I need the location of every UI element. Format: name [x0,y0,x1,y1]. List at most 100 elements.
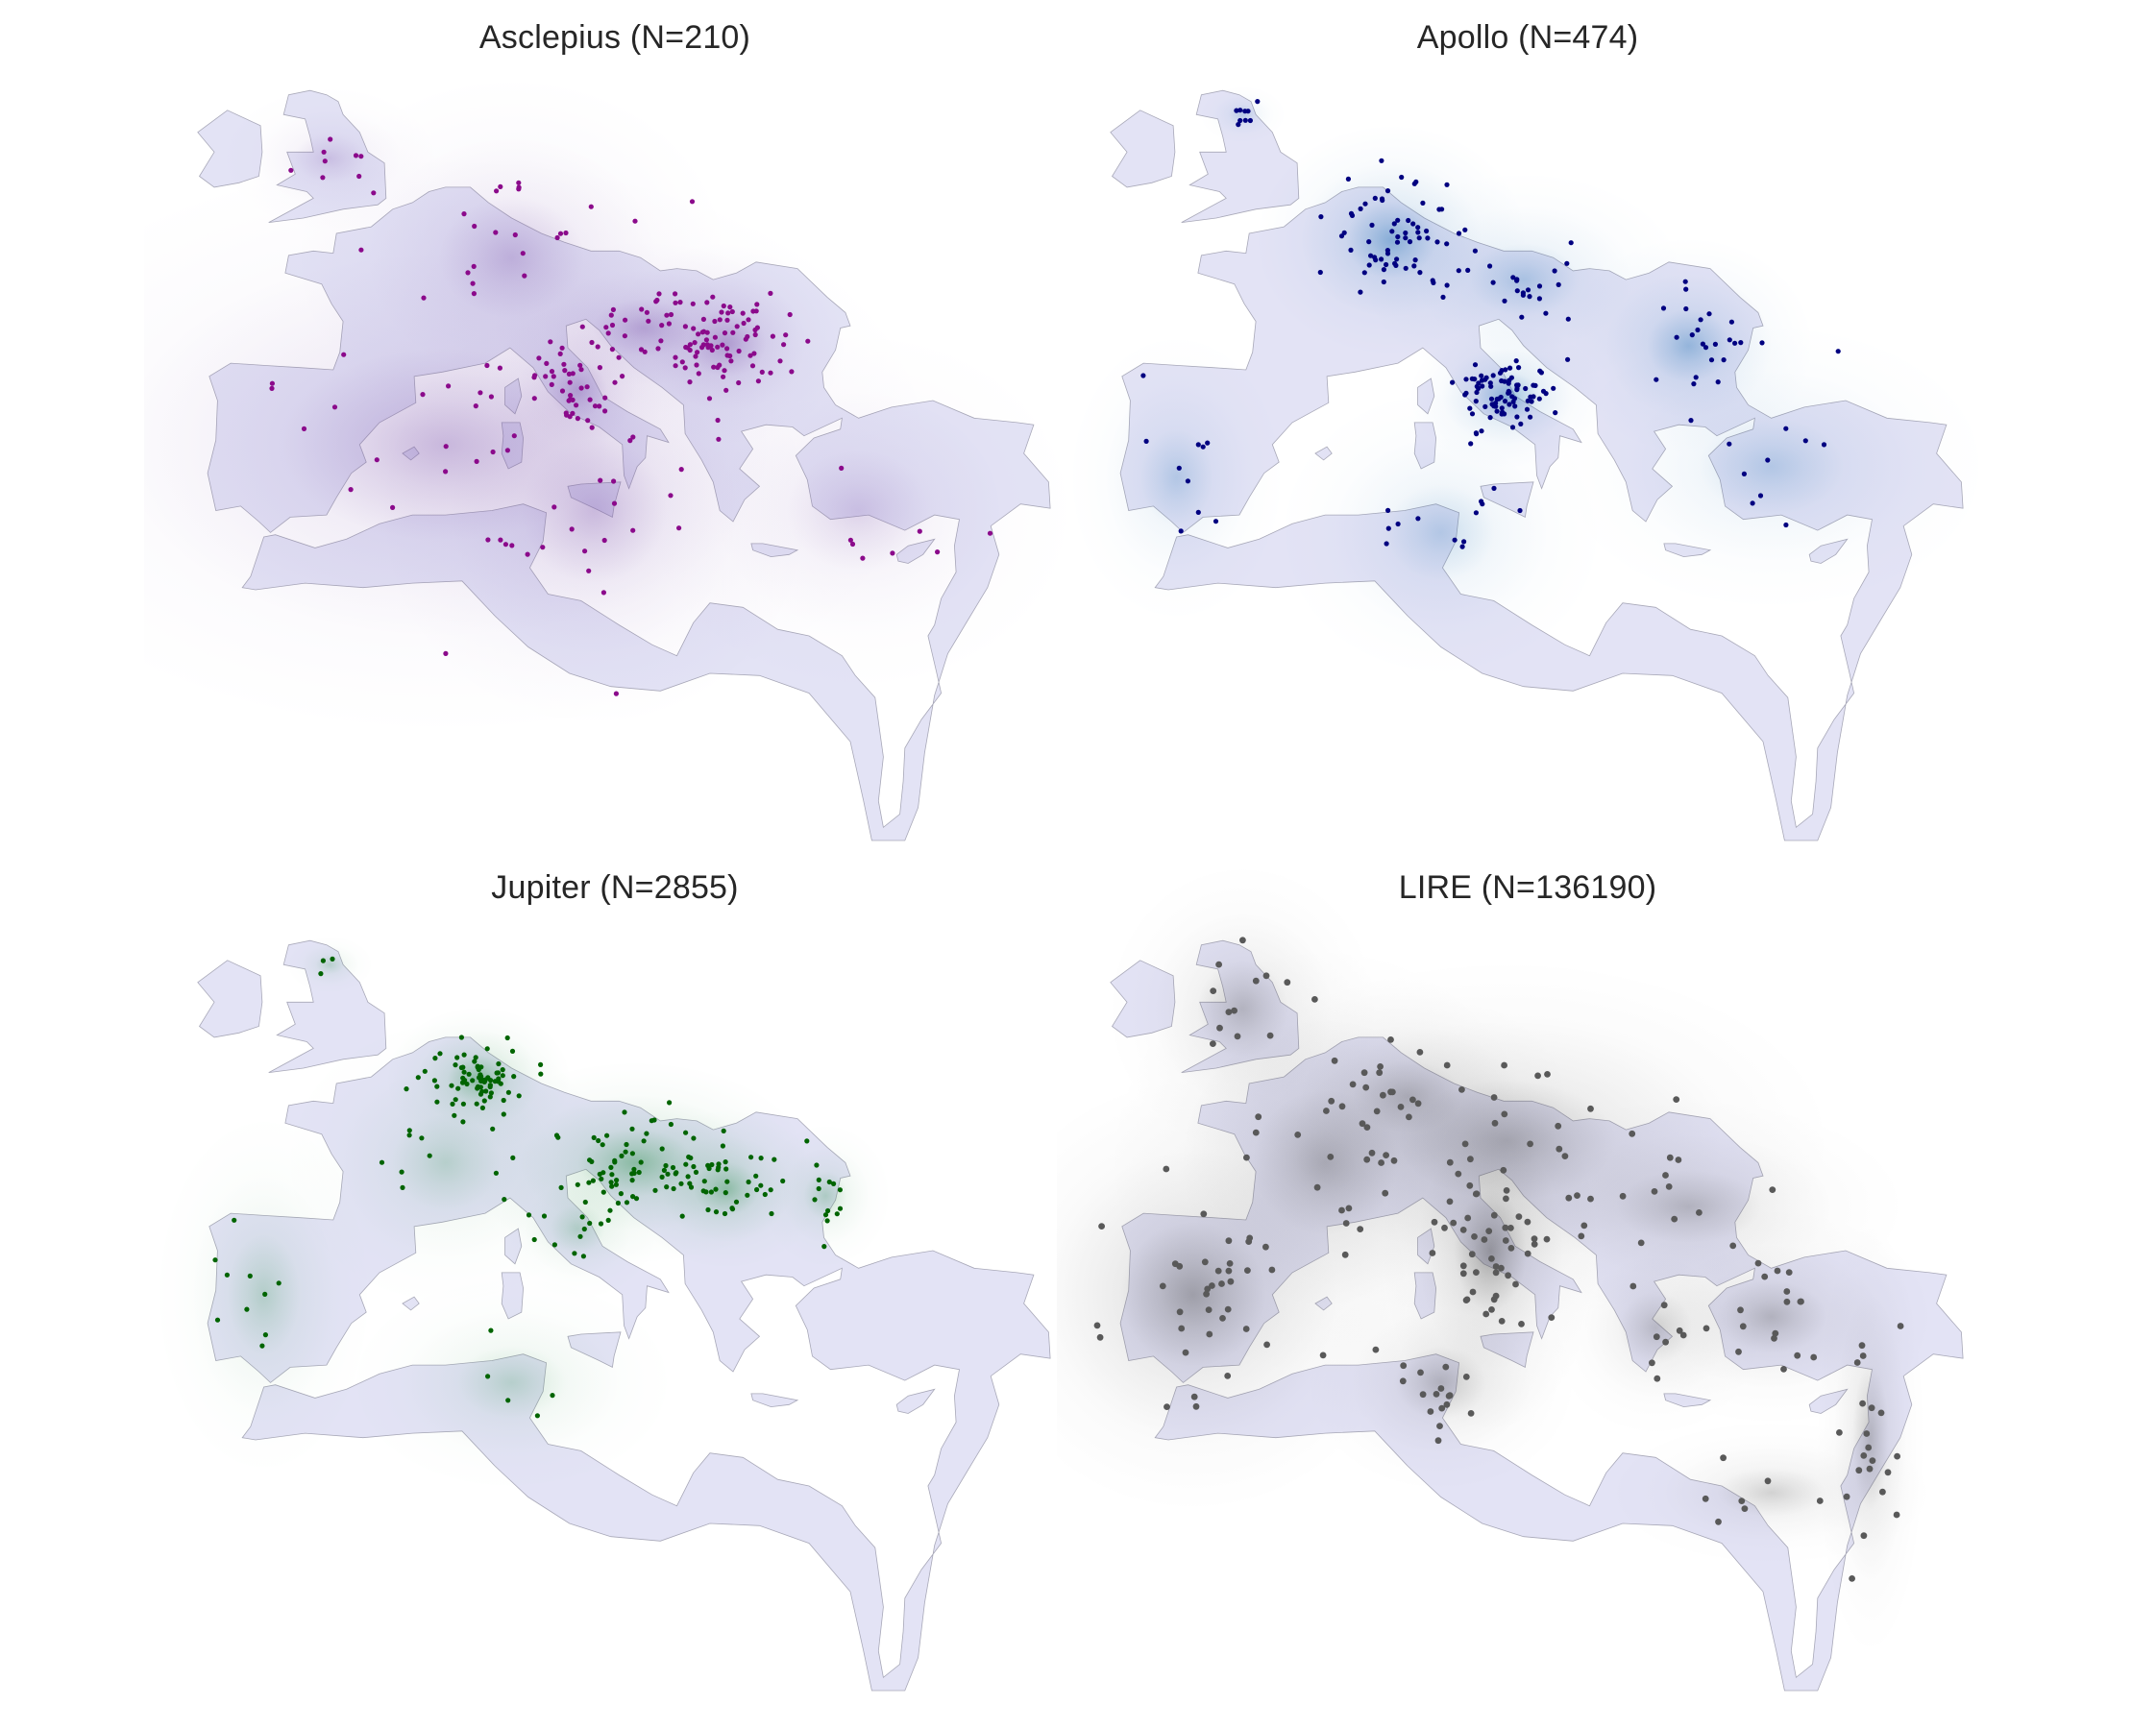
inscription-point [1688,418,1694,424]
inscription-point [1524,1250,1531,1257]
inscription-point [1501,1061,1507,1069]
inscription-point [679,1213,685,1219]
inscription-point [1759,340,1765,346]
inscription-point [604,1132,610,1138]
inscription-point [1897,1323,1904,1329]
inscription-point [1384,248,1390,254]
inscription-point [754,1186,760,1193]
inscription-point [1403,265,1409,271]
inscription-point [618,1191,624,1197]
inscription-point [460,1101,466,1107]
inscription-point [1443,1061,1451,1069]
inscription-point [434,1099,440,1105]
inscription-point [816,1185,821,1192]
inscription-point [668,493,674,499]
inscription-point [1459,544,1465,549]
inscription-point [1338,1206,1345,1214]
inscription-point [656,291,662,297]
inscription-point [1507,402,1512,407]
inscription-point [1794,1352,1801,1359]
inscription-point [1497,370,1504,376]
inscription-point [509,543,515,548]
inscription-point [578,367,584,373]
inscription-point [1384,261,1389,268]
inscription-point [1216,1024,1223,1032]
inscription-point [564,412,570,418]
inscription-point [1580,1222,1588,1230]
inscription-point [1472,362,1479,368]
inscription-point [685,1174,691,1180]
inscription-point [318,971,324,977]
inscription-point [483,1088,489,1094]
map-panel-asclepius: Asclepius (N=210) [144,19,1086,845]
inscription-point [598,477,603,483]
inscription-point [615,1200,621,1206]
inscription-point [1345,1205,1353,1212]
inscription-point [683,1161,689,1167]
inscription-point [1252,977,1260,985]
inscription-point [673,300,678,305]
inscription-point [1176,465,1182,471]
inscription-point [510,1155,516,1160]
inscription-point [1395,233,1401,240]
inscription-point [620,374,625,379]
inscription-point [404,1086,409,1092]
inscription-point [1480,383,1485,389]
inscription-point [598,1221,604,1227]
inscription-point [1738,340,1744,346]
inscription-point [490,1126,496,1132]
inscription-point [516,180,522,185]
inscription-point [1894,1452,1900,1460]
inscription-point [693,1169,699,1175]
inscription-point [288,167,294,173]
inscription-point [473,403,478,409]
inscription-point [269,385,275,391]
inscription-point [1385,525,1391,531]
inscription-point [837,1205,844,1211]
inscription-point [607,1207,613,1213]
inscription-point [1341,1251,1349,1258]
inscription-point [1502,1237,1509,1244]
inscription-point [494,1070,500,1076]
inscription-point [1319,1352,1327,1359]
inscription-point [616,354,622,360]
inscription-point [471,263,477,269]
inscription-point [609,322,616,329]
inscription-point [1446,1198,1454,1205]
inscription-point [493,1170,499,1176]
inscription-point [1377,1063,1384,1070]
inscription-point [1490,1094,1498,1101]
inscription-point [1243,1154,1250,1161]
inscription-point [1313,1183,1321,1191]
inscription-point [1467,405,1473,411]
inscription-point [642,349,648,354]
inscription-point [1860,1532,1868,1540]
inscription-point [701,1179,707,1184]
inscription-point [734,324,740,329]
inscription-point [1727,441,1732,447]
inscription-point [596,1137,601,1144]
inscription-point [1532,382,1538,388]
inscription-point [1317,269,1323,276]
inscription-point [728,358,734,364]
inscription-point [704,329,710,335]
inscription-point [500,1067,505,1073]
inscription-point [690,301,696,306]
inscription-point [1735,1348,1742,1355]
inscription-point [609,347,615,353]
inscription-point [1517,507,1523,514]
inscription-point [749,363,756,369]
inscription-point [1159,1282,1166,1290]
inscription-point [1366,262,1372,268]
inscription-point [443,469,449,475]
inscription-point [644,309,650,315]
inscription-point [691,1163,697,1170]
inscription-point [1488,1255,1495,1262]
inscription-point [1502,399,1508,404]
inscription-point [699,329,705,335]
inscription-point [1242,117,1248,123]
inscription-point [1741,1505,1749,1512]
inscription-point [633,1196,640,1202]
inscription-point [664,1184,670,1190]
inscription-point [629,1178,635,1183]
